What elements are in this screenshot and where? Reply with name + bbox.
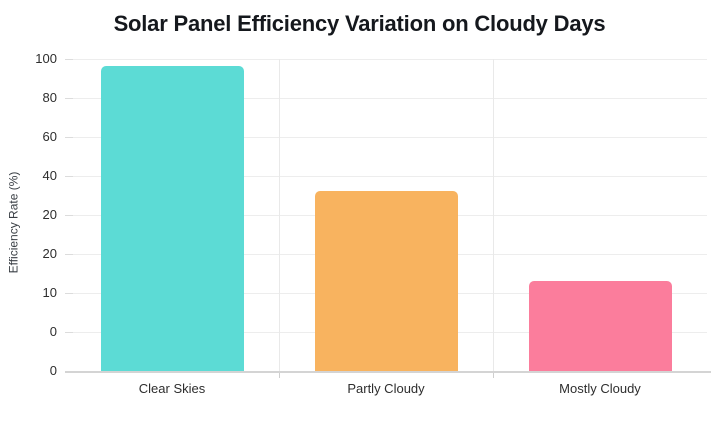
x-axis-line	[65, 371, 711, 373]
y-axis-tick	[65, 215, 73, 216]
y-axis-tick	[65, 98, 73, 99]
x-tick-label: Mostly Cloudy	[559, 381, 641, 396]
y-tick-label: 20	[42, 246, 57, 261]
x-axis-tick	[279, 373, 280, 378]
y-tick-label: 20	[42, 207, 57, 222]
y-tick-label: 80	[42, 90, 57, 105]
bar-partly-cloudy	[314, 191, 458, 371]
chart-title: Solar Panel Efficiency Variation on Clou…	[113, 11, 606, 36]
y-axis-tick	[65, 293, 73, 294]
y-axis-tick	[65, 332, 73, 333]
y-tick-label: 0	[49, 324, 57, 339]
plot-area	[65, 59, 707, 371]
y-axis-tick	[65, 59, 73, 60]
y-tick-label: 10	[42, 285, 57, 300]
vertical-gridline	[493, 59, 494, 371]
y-tick-label: 100	[35, 51, 57, 66]
vertical-gridline	[279, 59, 280, 371]
gridline	[65, 59, 707, 60]
y-tick-label: 0	[49, 363, 57, 378]
gridline	[65, 137, 707, 138]
x-tick-label: Partly Cloudy	[347, 381, 425, 396]
gridline	[65, 98, 707, 99]
y-tick-label: 40	[42, 168, 57, 183]
bar-mostly-cloudy	[528, 281, 672, 371]
y-axis-tick	[65, 254, 73, 255]
gridline	[65, 176, 707, 177]
y-axis-tick	[65, 137, 73, 138]
bar-clear-skies	[100, 66, 244, 371]
x-tick-label: Clear Skies	[138, 381, 206, 396]
x-axis-tick	[493, 373, 494, 378]
y-axis-tick	[65, 176, 73, 177]
y-tick-label: 60	[42, 129, 57, 144]
